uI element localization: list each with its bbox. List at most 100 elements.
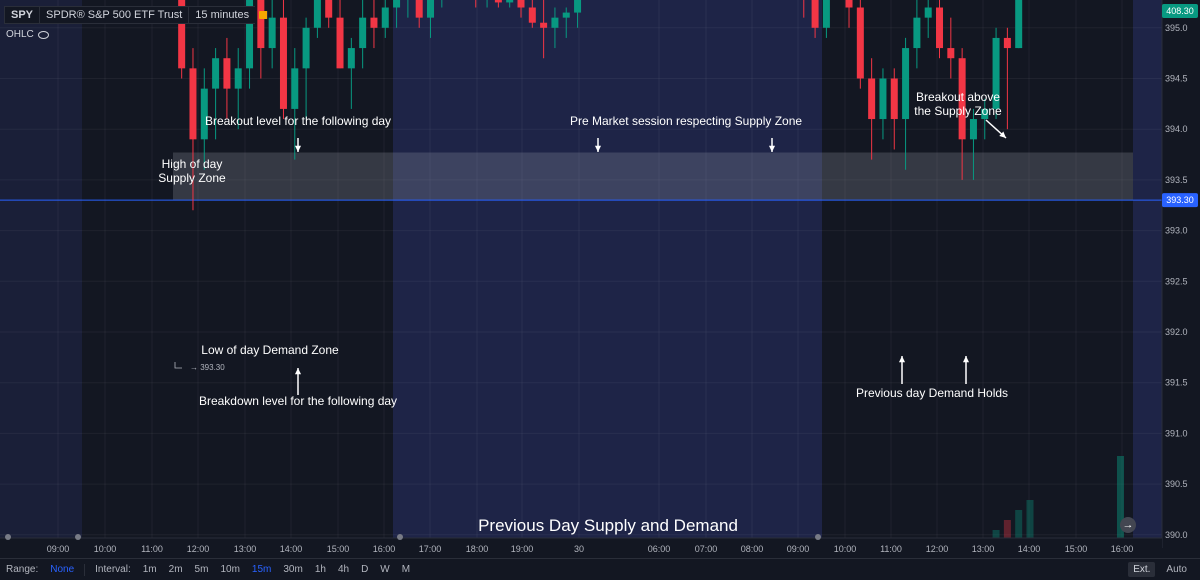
- candle-body: [924, 7, 932, 18]
- y-tick-label: 395.0: [1165, 23, 1188, 33]
- candle-body: [517, 0, 525, 8]
- arrow-head: [962, 356, 970, 363]
- candle-body: [302, 27, 310, 69]
- candle: [441, 0, 443, 8]
- candle: [415, 0, 423, 28]
- chart-title: Previous Day Supply and Demand: [478, 516, 738, 535]
- candle-body: [947, 48, 955, 59]
- candle: [257, 0, 265, 79]
- candle-body: [494, 0, 502, 3]
- ohlc-label: OHLC: [6, 29, 34, 40]
- eye-hidden-icon[interactable]: [37, 30, 49, 39]
- y-axis-panel: [1162, 0, 1200, 548]
- extended-hours-band: [1133, 0, 1162, 548]
- x-tick-label: 09:00: [787, 544, 810, 554]
- volume-bar: [1117, 456, 1124, 548]
- arrow-head: [294, 145, 302, 152]
- arrow-head: [294, 368, 302, 375]
- candle: [494, 0, 502, 8]
- annotation-breakout-above: Breakout above the Supply Zone: [914, 90, 1002, 118]
- interval-1m[interactable]: 1m: [142, 564, 157, 575]
- interval-10m[interactable]: 10m: [220, 564, 240, 575]
- low-marker-bracket: [174, 362, 182, 369]
- price-label-text: 408.30: [1166, 6, 1194, 16]
- candle: [562, 7, 570, 38]
- x-tick-label: 30: [574, 544, 584, 554]
- candle-body: [981, 108, 989, 120]
- candle: [879, 68, 887, 140]
- interval-D[interactable]: D: [361, 564, 369, 575]
- candle: [302, 17, 310, 120]
- candle: [517, 0, 525, 18]
- interval-W[interactable]: W: [380, 564, 390, 575]
- candle-body: [178, 0, 186, 69]
- candle-body: [551, 17, 559, 28]
- candle: [189, 48, 197, 211]
- candle: [313, 0, 321, 38]
- session-break-marker: [5, 534, 11, 540]
- x-tick-label: 10:00: [834, 544, 857, 554]
- interval-label[interactable]: 15 minutes: [188, 6, 256, 24]
- bottom-toolbar: Range: None Interval: 1m 2m 5m 10m 15m 30m 1h 4…: [0, 558, 1200, 580]
- range-select[interactable]: None: [50, 564, 75, 575]
- data-delay-icon: [259, 11, 269, 19]
- x-tick-label: 11:00: [141, 544, 163, 554]
- candle-body: [359, 17, 367, 49]
- scale-controls: Ext. Auto: [1128, 562, 1192, 577]
- interval-1h[interactable]: 1h: [314, 564, 326, 575]
- x-tick-label: 15:00: [327, 544, 350, 554]
- auto-button[interactable]: Auto: [1166, 564, 1187, 575]
- candle-body: [958, 58, 966, 140]
- x-tick-label: 16:00: [373, 544, 396, 554]
- candle: [890, 68, 898, 150]
- price-label-text: 393.30: [1166, 195, 1194, 205]
- candle-body: [902, 48, 910, 120]
- candle: [540, 0, 548, 59]
- x-tick-label: 12:00: [187, 544, 210, 554]
- candle-body: [1015, 0, 1023, 49]
- x-tick-label: 13:00: [234, 544, 257, 554]
- candle: [574, 0, 582, 28]
- interval-M[interactable]: M: [401, 564, 411, 575]
- candle: [381, 0, 389, 38]
- interval-4h[interactable]: 4h: [337, 564, 350, 575]
- candle-body: [223, 58, 231, 89]
- price-chart[interactable]: Breakout level for the following day Pre …: [0, 0, 1200, 558]
- candle: [291, 48, 299, 160]
- y-tick-label: 393.0: [1165, 226, 1188, 236]
- price-label: 393.30: [1162, 193, 1198, 208]
- y-tick-label: 392.0: [1165, 327, 1188, 337]
- y-tick-label: 391.5: [1165, 378, 1188, 388]
- candle-body: [506, 0, 514, 3]
- x-tick-label: 18:00: [466, 544, 489, 554]
- candle-body: [845, 0, 853, 8]
- candle-body: [234, 68, 242, 89]
- x-tick-label: 13:00: [972, 544, 995, 554]
- y-tick-label: 390.5: [1165, 479, 1188, 489]
- candle-body: [268, 17, 276, 49]
- candle: [475, 0, 477, 8]
- candle: [528, 0, 536, 28]
- interval-15m[interactable]: 15m: [251, 564, 272, 575]
- candle-body: [528, 7, 536, 23]
- x-tick-label: 17:00: [419, 544, 442, 554]
- candle-body: [992, 37, 1000, 109]
- symbol-header: SPY SPDR® S&P 500 ETF Trust 15 minutes: [4, 6, 272, 24]
- price-label-box: [1162, 193, 1198, 208]
- symbol-name: SPDR® S&P 500 ETF Trust: [39, 6, 189, 24]
- session-break-marker: [75, 534, 81, 540]
- symbol-ticker[interactable]: SPY: [4, 6, 40, 24]
- candle-body: [325, 0, 333, 18]
- candle-body: [279, 17, 287, 109]
- scroll-to-realtime-icon[interactable]: →: [1120, 517, 1136, 533]
- interval-2m[interactable]: 2m: [168, 564, 183, 575]
- candle-body: [246, 0, 254, 69]
- candle: [1003, 27, 1011, 130]
- candle-body: [811, 0, 819, 28]
- candle-body: [347, 48, 355, 69]
- candle-body: [393, 0, 401, 8]
- candle-body: [969, 119, 977, 140]
- interval-5m[interactable]: 5m: [194, 564, 209, 575]
- interval-30m[interactable]: 30m: [283, 564, 303, 575]
- ext-button[interactable]: Ext.: [1128, 562, 1156, 577]
